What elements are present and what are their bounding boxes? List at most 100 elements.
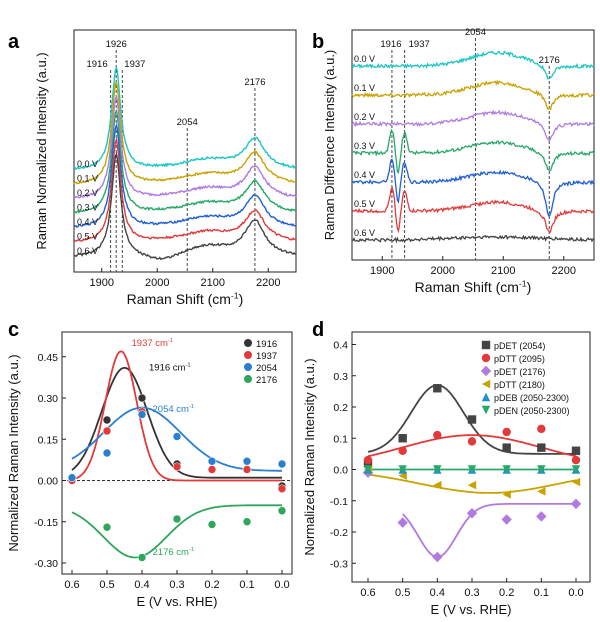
legend-marker-c-1916 (244, 339, 252, 347)
plot-frame-a (73, 29, 297, 273)
x-tick-label-c-0.6: 0.6 (64, 579, 79, 591)
data-point-d-pDTT2095 (502, 427, 511, 437)
y-tick-label-d--0.3: -0.3 (330, 558, 348, 570)
guide-label-a-1916: 1916 (86, 59, 107, 70)
y-tick-label-d-0.0: 0.0 (333, 465, 348, 477)
data-point-d-pDET2054 (571, 446, 581, 455)
x-axis-title-a: Raman Shift (cm-1) (127, 290, 244, 307)
x-tick-label-a-1900: 1900 (90, 277, 114, 289)
legend-marker-d-pDTT2095 (481, 353, 491, 363)
data-point-d-pDTT2095 (537, 424, 546, 434)
x-tick-label-b-2000: 2000 (431, 265, 455, 277)
x-tick-label-a-2000: 2000 (145, 277, 169, 289)
y-tick-label-c-0.15: 0.15 (38, 434, 59, 446)
legend-label-d-pDET2176: pDET (2176) (494, 367, 545, 377)
data-point-d-pDTT2180 (467, 480, 477, 490)
data-point-d-pDTT2180 (571, 477, 581, 487)
data-point-d-pDTT2095 (398, 446, 407, 455)
data-point-c-2176 (102, 522, 112, 532)
legend-marker-d-pDET2054 (481, 340, 491, 350)
plot-frame-b (351, 29, 595, 261)
data-point-c-2054 (67, 473, 77, 483)
data-point-c-1937 (277, 484, 287, 494)
data-point-d-pDET2176 (501, 514, 512, 525)
guide-label-b-1937: 1937 (409, 39, 430, 50)
chart-panel-d: -0.3 -0.2 -0.1 0.0 0.1 0.2 0.3 0.4 0.6 0.5 0.4 0.3 0… (302, 331, 591, 617)
fit-curve-d-2 (402, 502, 576, 558)
series-line-a-06V (73, 152, 297, 261)
series-line-b-01V (351, 79, 595, 111)
data-point-d-pDET2176 (570, 498, 582, 510)
x-tick-label-c-0.0: 0.0 (274, 579, 289, 591)
y-tick-label-d--0.2: -0.2 (330, 527, 348, 539)
data-point-d-pDTT2095 (433, 430, 442, 440)
x-axis-title-b: Raman Shift (cm-1) (415, 278, 532, 295)
data-point-d-pDEN2050-2300 (433, 465, 442, 474)
legend-marker-c-2054 (244, 363, 252, 371)
y-tick-label-c--0.30: -0.30 (34, 558, 58, 570)
data-point-c-1916 (137, 393, 147, 403)
x-tick-label-c-0.5: 0.5 (99, 579, 114, 591)
x-tick-label-b-2200: 2200 (552, 265, 576, 277)
legend-marker-d-pDTT2180 (481, 379, 491, 389)
series-label-a-04V: 0.4 V (77, 217, 98, 227)
data-point-d-pDEN2050-2300 (467, 465, 477, 474)
y-axis-title-c: Normalized Raman Intensity (a.u.) (6, 354, 21, 551)
series-line-b-05V (351, 186, 595, 234)
data-point-d-pDET2054 (467, 415, 477, 424)
data-point-c-1937 (207, 465, 217, 474)
series-label-a-02V: 0.2 V (77, 188, 98, 198)
annotation-c-2176: 2176 cm-1 (153, 547, 195, 558)
x-tick-label-c-0.2: 0.2 (204, 579, 219, 591)
y-tick-label-d-0.4: 0.4 (333, 340, 348, 352)
x-tick-label-c-0.4: 0.4 (134, 579, 149, 591)
data-point-c-2054 (242, 456, 252, 466)
x-tick-label-d-0.3: 0.3 (464, 587, 479, 599)
series-label-a-01V: 0.1 V (77, 174, 98, 184)
legend-label-d-pDET2054: pDET (2054) (494, 341, 545, 351)
series-line-a-00V (73, 66, 297, 171)
series-line-a-02V (73, 94, 297, 199)
series-line-a-01V (73, 80, 297, 185)
y-axis-title-b: Raman Difference Intensity (a.u.) (322, 50, 337, 241)
data-point-d-pDET2054 (433, 384, 442, 393)
x-axis-title-d: E (V vs. RHE) (431, 602, 512, 617)
x-tick-label-a-2200: 2200 (256, 277, 280, 289)
x-tick-label-c-0.1: 0.1 (239, 579, 254, 591)
y-tick-label-d-0.2: 0.2 (333, 402, 348, 414)
guide-label-a-2176: 2176 (244, 77, 265, 88)
legend-marker-d-pDEN2050-2300 (481, 405, 491, 415)
data-point-d-pDET2054 (502, 443, 511, 452)
legend-marker-c-2176 (244, 375, 252, 383)
data-point-d-pDTT2180 (537, 487, 546, 496)
x-tick-label-d-0.0: 0.0 (568, 587, 583, 599)
fit-curve-d-0 (367, 384, 576, 455)
annotation-c-1937: 1937 cm-1 (132, 338, 174, 349)
y-axis-title-d: Normalized Raman Intensity (a.u.) (302, 358, 317, 555)
fit-curve-c-3 (71, 504, 282, 559)
data-point-d-pDTT2180 (433, 480, 442, 490)
series-line-b-03V (351, 128, 595, 174)
x-tick-label-c-0.3: 0.3 (169, 579, 184, 591)
legend-marker-c-1937 (244, 351, 252, 359)
guide-label-a-2054: 2054 (177, 117, 198, 128)
series-label-b-02V: 0.2 V (354, 112, 375, 122)
x-axis-title-c: E (V vs. RHE) (137, 594, 218, 609)
series-label-b-00V: 0.0 V (354, 54, 375, 64)
guide-label-a-1937: 1937 (124, 59, 145, 70)
x-tick-label-b-2100: 2100 (491, 265, 515, 277)
data-point-d-pDET2054 (398, 434, 407, 443)
series-label-b-01V: 0.1 V (354, 83, 375, 93)
fit-curve-d-3 (367, 473, 577, 494)
data-point-c-2176 (207, 520, 217, 529)
panel-letter-b: b (312, 31, 324, 53)
guide-label-b-2176: 2176 (539, 55, 560, 66)
data-point-c-2054 (102, 448, 112, 458)
series-line-b-06V (352, 234, 595, 244)
data-point-c-1937 (242, 465, 252, 474)
legend-label-d-pDTT2180: pDTT (2180) (494, 380, 545, 390)
series-label-b-06V: 0.6 V (354, 228, 375, 238)
series-line-b-02V (351, 109, 595, 143)
data-point-c-2176 (242, 517, 252, 527)
